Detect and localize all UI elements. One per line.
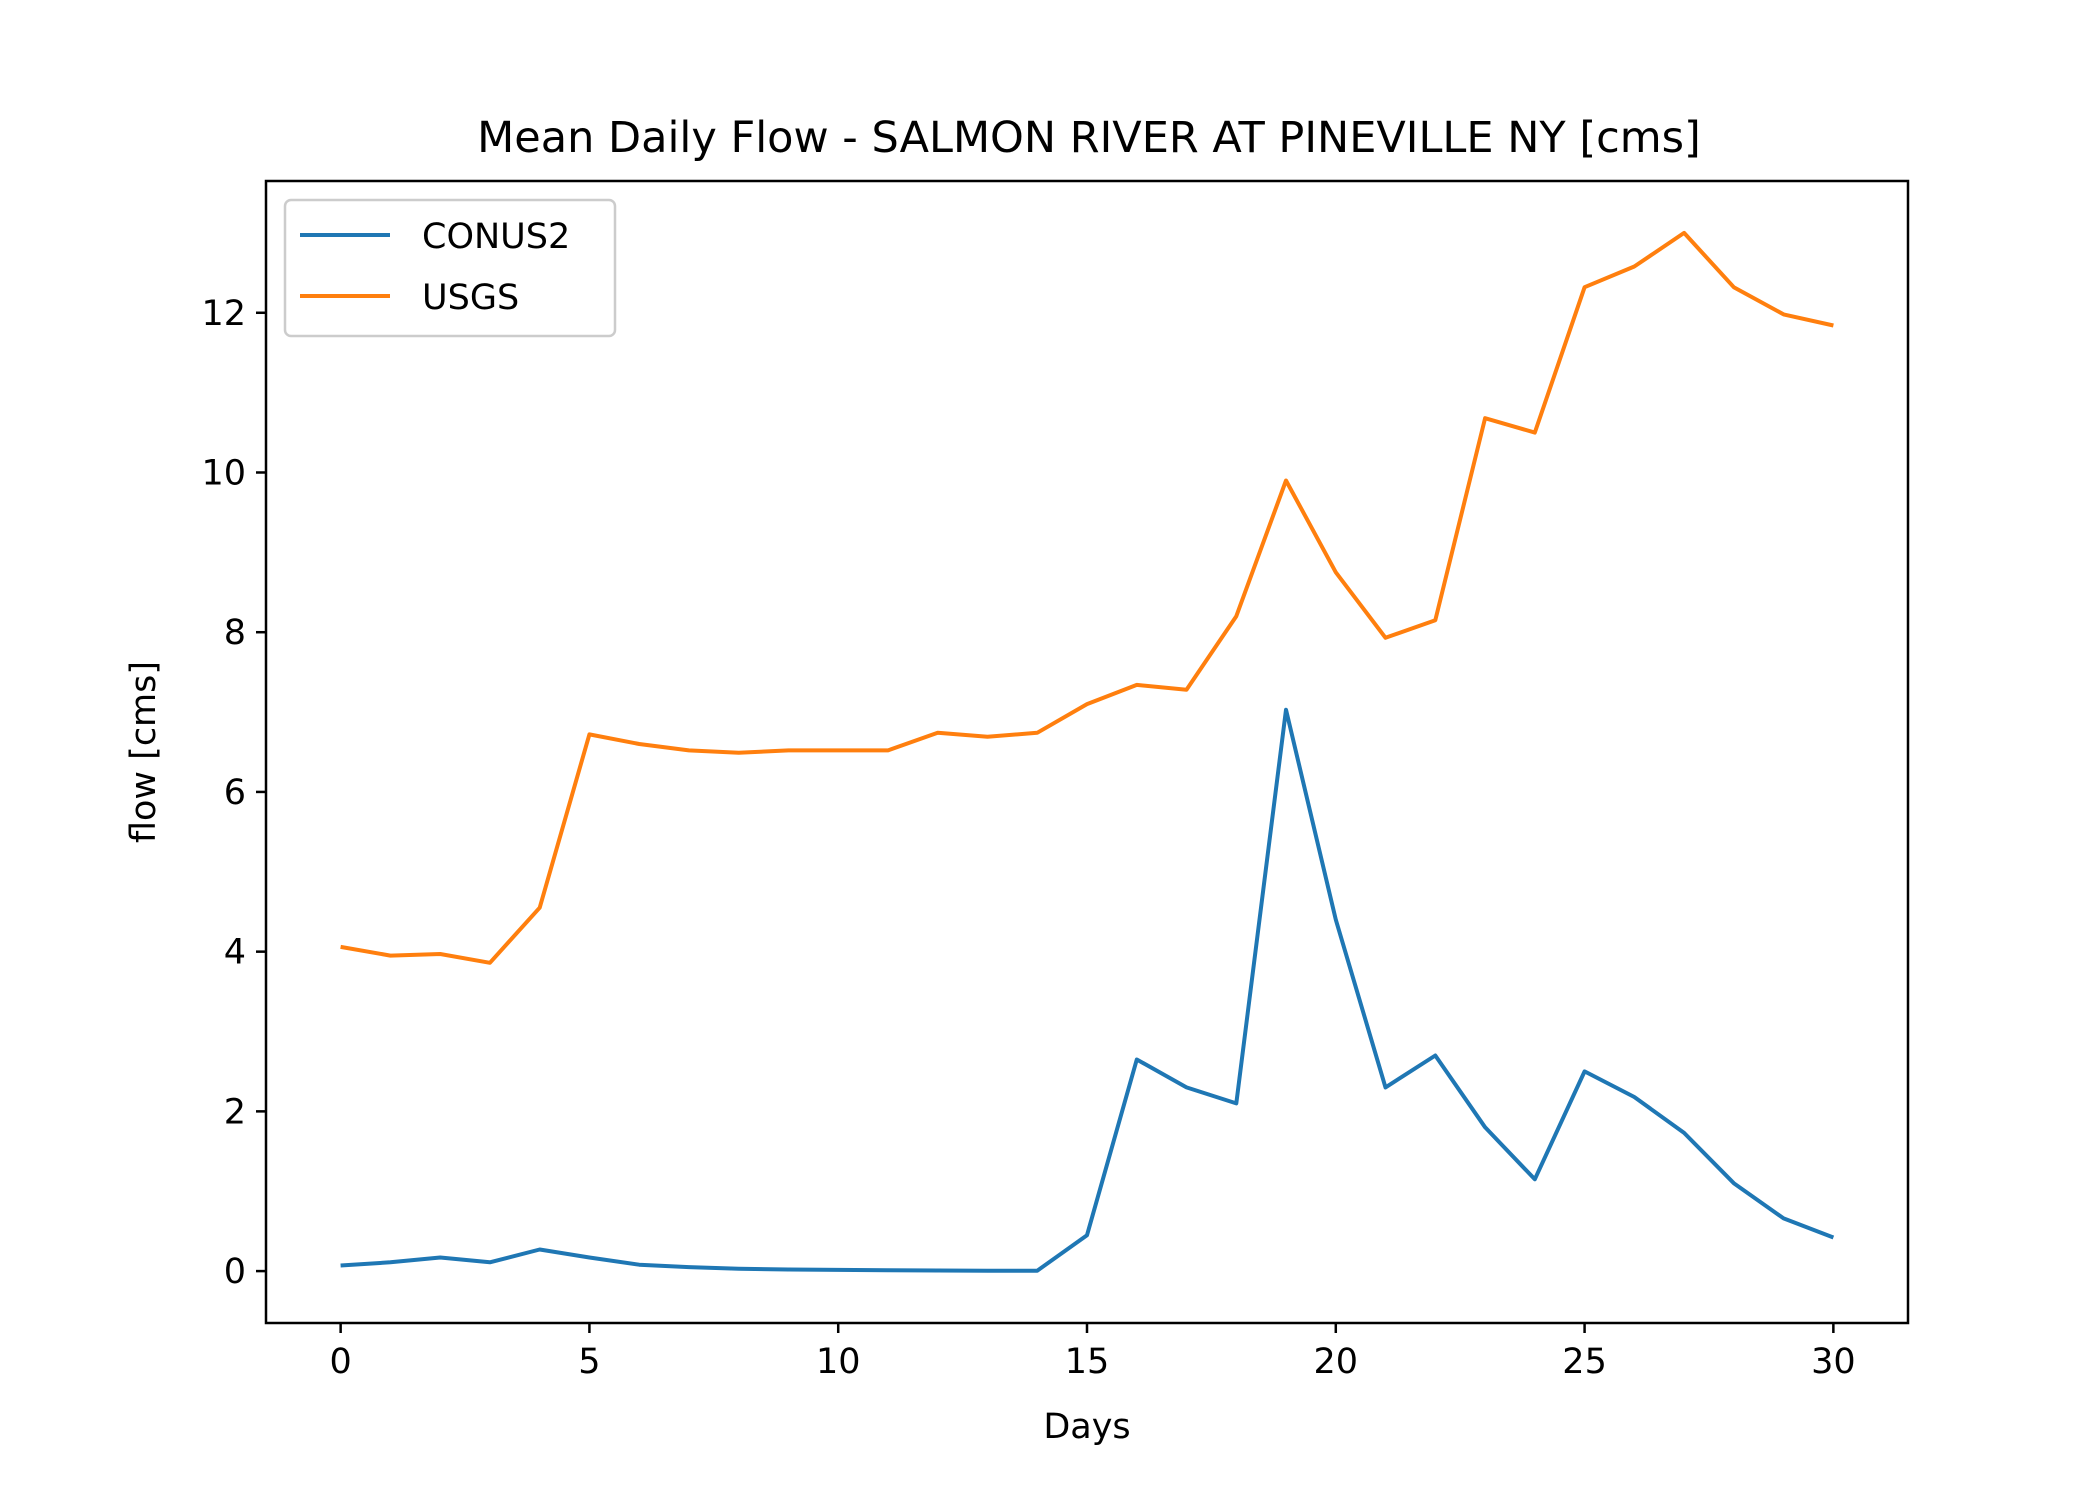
y-tick-label: 12 [201,294,246,334]
y-tick-label: 6 [224,773,246,813]
series-line-usgs [340,230,1834,965]
legend-label-conus2: CONUS2 [422,217,570,257]
x-tick-label: 15 [1065,1342,1110,1382]
y-tick-label: 0 [224,1252,246,1292]
y-axis-label: flow [cms] [124,661,164,843]
x-tick-label: 5 [578,1342,600,1382]
series-line-conus2 [340,707,1835,1273]
x-tick-label: 25 [1562,1342,1607,1382]
x-tick-label: 30 [1811,1342,1856,1382]
x-tick-label: 10 [816,1342,861,1382]
chart-title: Mean Daily Flow - SALMON RIVER AT PINEVI… [477,113,1701,163]
legend: CONUS2 USGS [283,198,617,338]
x-axis: 0 5 10 15 20 25 30 [329,1323,1856,1382]
y-tick-label: 4 [224,933,246,973]
y-tick-label: 10 [201,453,246,493]
legend-label-usgs: USGS [422,278,519,318]
y-tick-label: 8 [224,613,246,653]
x-tick-label: 0 [329,1342,351,1382]
y-axis: 0 2 4 6 8 10 12 [201,294,266,1292]
x-axis-label: Days [1043,1407,1130,1447]
series-lines [340,230,1835,1273]
y-tick-label: 2 [224,1092,246,1132]
x-tick-label: 20 [1314,1342,1359,1382]
